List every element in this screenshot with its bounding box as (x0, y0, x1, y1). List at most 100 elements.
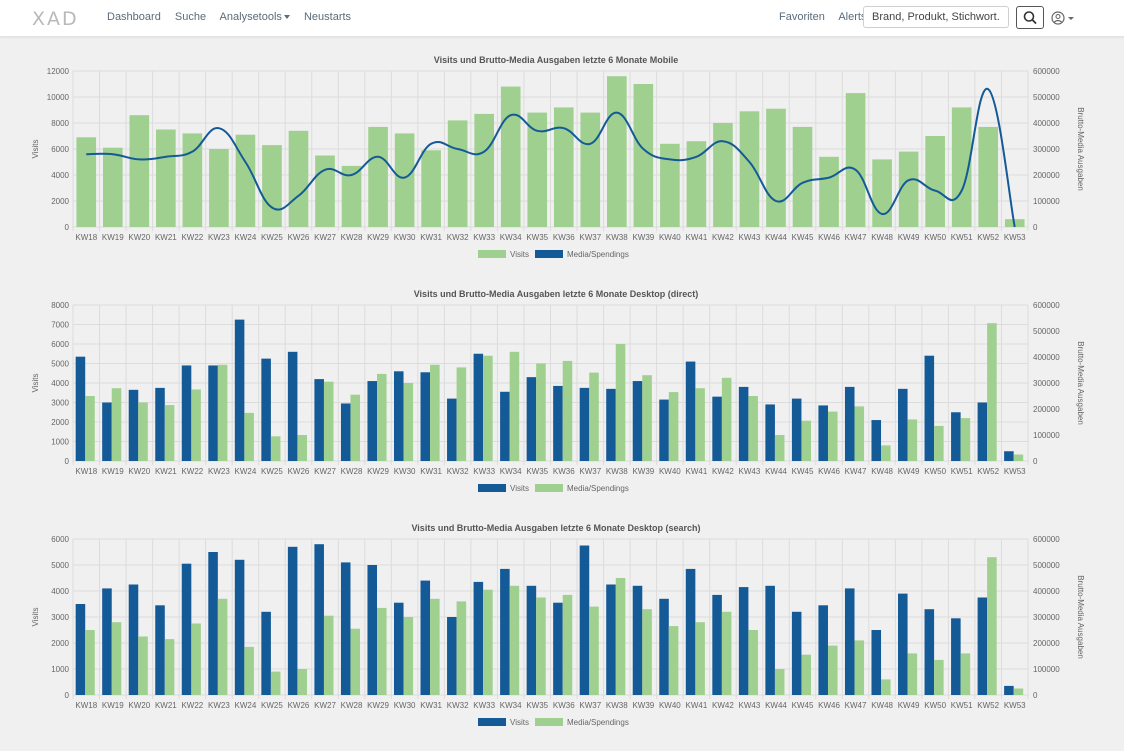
search-button[interactable] (1016, 6, 1044, 29)
x-tick-label: KW50 (924, 233, 946, 242)
bar-media-spendings (323, 615, 334, 695)
bar-media-spendings (801, 420, 812, 461)
x-tick-label: KW33 (473, 233, 495, 242)
y2-tick-label: 0 (1033, 223, 1038, 232)
bar-media-spendings (456, 601, 467, 695)
y-tick-label: 0 (65, 457, 70, 466)
bar-visits (234, 559, 245, 695)
y-tick-label: 6000 (51, 145, 69, 154)
xad-logo[interactable]: XAD (32, 8, 79, 30)
x-tick-label: KW28 (341, 233, 363, 242)
nav-suche[interactable]: Suche (174, 11, 207, 23)
bar-visits (526, 585, 537, 695)
bar-visits (447, 398, 457, 461)
nav-favoriten[interactable]: Favoriten (779, 11, 825, 23)
x-tick-label: KW45 (792, 701, 814, 710)
x-tick-label: KW21 (155, 701, 177, 710)
x-tick-label: KW35 (526, 467, 548, 476)
bar-visits (553, 107, 574, 227)
y-tick-label: 12000 (47, 67, 70, 76)
bar-media-spendings (854, 406, 865, 461)
x-tick-label: KW51 (951, 467, 973, 476)
chart-title: Visits und Brutto-Media Ausgaben letzte … (414, 289, 699, 299)
bar-visits (500, 568, 510, 695)
bar-visits (766, 108, 786, 227)
x-tick-label: KW37 (579, 701, 601, 710)
bar-media-spendings (483, 589, 493, 695)
bar-visits (977, 402, 988, 461)
x-tick-label: KW25 (261, 233, 283, 242)
x-tick-label: KW33 (473, 467, 495, 476)
bar-visits (421, 150, 441, 227)
nav-analysetools[interactable]: Analysetools (220, 11, 290, 23)
bar-media-spendings (111, 388, 122, 461)
bar-media-spendings (615, 344, 626, 461)
bar-media-spendings (881, 679, 891, 695)
search-input[interactable] (863, 6, 1009, 28)
y-tick-label: 5000 (51, 360, 69, 369)
bar-visits (261, 611, 271, 695)
legend-swatch (535, 250, 563, 258)
bar-visits (606, 388, 616, 461)
bar-media-spendings (934, 425, 944, 461)
bar-visits (315, 155, 335, 227)
x-tick-label: KW32 (447, 233, 469, 242)
x-tick-label: KW34 (500, 233, 522, 242)
bar-media-spendings (85, 396, 95, 461)
bar-media-spendings (695, 622, 705, 695)
bar-visits (314, 379, 324, 461)
x-tick-label: KW39 (632, 701, 654, 710)
bar-visits (553, 602, 563, 695)
bar-visits (685, 568, 696, 695)
bar-visits (978, 126, 999, 227)
y2-tick-label: 200000 (1033, 171, 1060, 180)
x-tick-label: KW41 (686, 233, 708, 242)
x-tick-label: KW26 (288, 701, 310, 710)
bar-media-spendings (377, 373, 387, 461)
chart-mobile: Visits und Brutto-Media Ausgaben letzte … (31, 55, 1085, 259)
bar-visits (447, 617, 457, 695)
nav-dashboard[interactable]: Dashboard (107, 11, 161, 23)
x-tick-label: KW31 (420, 233, 442, 242)
nav-alerts[interactable]: Alerts (838, 11, 867, 23)
legend-label: Media/Spendings (567, 718, 629, 727)
bar-visits (951, 412, 961, 461)
bar-media-spendings (350, 628, 361, 695)
y-tick-label: 2000 (51, 639, 69, 648)
x-tick-label: KW29 (367, 701, 389, 710)
bar-visits (579, 545, 590, 695)
x-tick-label: KW24 (235, 701, 257, 710)
bar-visits (181, 365, 192, 461)
bar-visits (898, 151, 919, 227)
bar-media-spendings (483, 355, 493, 461)
x-tick-label: KW27 (314, 701, 336, 710)
bar-media-spendings (907, 419, 918, 461)
bar-media-spendings (164, 639, 175, 695)
nav-neustarts[interactable]: Neustarts (303, 11, 352, 23)
legend-swatch (478, 484, 506, 492)
x-tick-label: KW19 (102, 233, 124, 242)
bar-visits (420, 372, 431, 461)
search-icon (1023, 11, 1037, 24)
y2-tick-label: 500000 (1033, 327, 1060, 336)
x-tick-label: KW51 (951, 701, 973, 710)
x-tick-label: KW22 (181, 467, 203, 476)
x-tick-label: KW19 (102, 701, 124, 710)
bar-visits (393, 602, 404, 695)
x-tick-label: KW26 (288, 233, 310, 242)
x-tick-label: KW38 (606, 701, 628, 710)
legend-label: Media/Spendings (567, 250, 629, 259)
x-tick-label: KW34 (500, 701, 522, 710)
x-tick-label: KW40 (659, 467, 681, 476)
bar-visits (819, 156, 839, 227)
x-tick-label: KW43 (739, 467, 761, 476)
x-tick-label: KW41 (686, 467, 708, 476)
bar-visits (473, 581, 484, 695)
x-tick-label: KW52 (977, 233, 999, 242)
y2-axis-label: Brutto-Media Ausgaben (1076, 575, 1085, 659)
bar-visits (632, 381, 643, 461)
user-menu-button[interactable] (1050, 9, 1078, 27)
bar-media-spendings (456, 367, 467, 461)
bar-media-spendings (111, 622, 122, 695)
x-tick-label: KW24 (235, 233, 257, 242)
